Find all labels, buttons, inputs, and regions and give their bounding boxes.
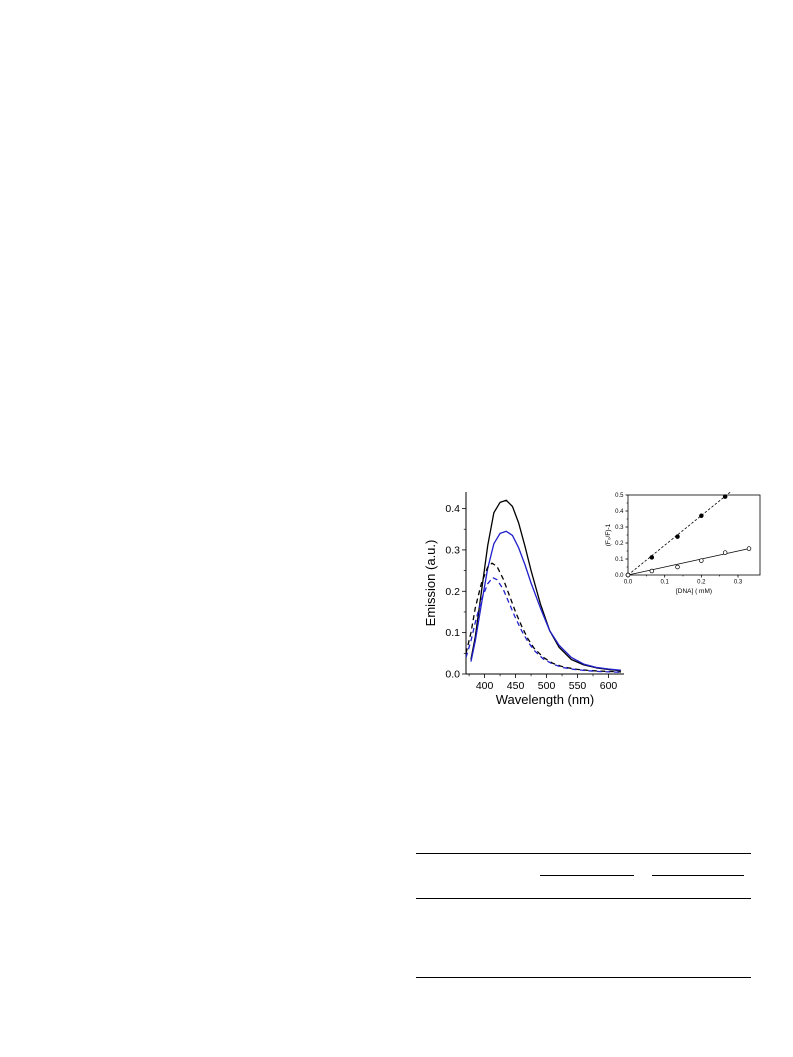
main-plot: 400 450 500 550 600 0.0 0.1 0.2 0.3 0.4 Wavelength… bbox=[423, 492, 624, 707]
main-y-tick-label: 0.2 bbox=[445, 586, 460, 598]
emission-series-line-2 bbox=[470, 530, 621, 671]
emission-series-line-4 bbox=[466, 576, 621, 673]
main-y-tick-label: 0.0 bbox=[445, 669, 460, 681]
main-x-tick-label: 400 bbox=[476, 680, 494, 692]
inset-fit-line-1 bbox=[627, 491, 731, 576]
inset-fit-line-2 bbox=[627, 548, 750, 576]
emission-series-line-1 bbox=[470, 499, 621, 672]
inset-data-point bbox=[722, 494, 728, 499]
inset-data-point bbox=[699, 558, 704, 563]
inset-y-tick-label: 0.5 bbox=[615, 493, 624, 499]
inset-x-tick-label: 0.3 bbox=[734, 580, 743, 586]
main-x-tick-label: 600 bbox=[600, 680, 618, 692]
table-group-rule-1 bbox=[540, 875, 634, 876]
emission-series-line-3 bbox=[466, 562, 621, 673]
table-top-rule bbox=[416, 853, 751, 854]
inset-y-axis-title: (F₀/F)-1 bbox=[605, 523, 612, 546]
inset-y-tick-label: 0.4 bbox=[615, 509, 624, 515]
inset-y-tick-label: 0.2 bbox=[615, 541, 624, 547]
main-x-axis-title: Wavelength (nm) bbox=[496, 692, 595, 707]
inset-data-point bbox=[699, 513, 704, 519]
inset-y-tick-label: 0.0 bbox=[615, 573, 624, 579]
inset-data-point bbox=[649, 555, 655, 560]
inset-data-point bbox=[675, 534, 680, 539]
inset-x-tick-label: 0.1 bbox=[660, 580, 669, 586]
inset-data-point bbox=[675, 564, 680, 570]
table-group-rule-2 bbox=[652, 875, 744, 876]
inset-data-point bbox=[722, 550, 728, 555]
inset-x-tick-label: 0.0 bbox=[624, 580, 633, 586]
inset-plot: 0.0 0.1 0.2 0.3 0.0 0.1 0.2 0.3 0.4 0.5 [DNA] ( mM… bbox=[605, 491, 761, 595]
table-header-rule bbox=[416, 898, 751, 899]
inset-y-tick-label: 0.3 bbox=[615, 525, 624, 531]
inset-data-point bbox=[625, 572, 631, 578]
emission-figure: 400 450 500 550 600 0.0 0.1 0.2 0.3 0.4 Wavelength… bbox=[420, 488, 765, 718]
inset-x-axis-title: [DNA] ( mM) bbox=[676, 588, 712, 595]
inset-data-point bbox=[746, 546, 752, 551]
main-series-group bbox=[466, 499, 621, 673]
inset-y-tick-label: 0.1 bbox=[615, 557, 624, 563]
main-y-tick-label: 0.4 bbox=[445, 503, 460, 515]
inset-frame bbox=[627, 494, 761, 576]
main-y-tick-label: 0.1 bbox=[445, 627, 460, 639]
emission-chart: 400 450 500 550 600 0.0 0.1 0.2 0.3 0.4 Wavelength… bbox=[423, 491, 761, 707]
main-x-tick-label: 550 bbox=[569, 680, 587, 692]
main-x-tick-label: 500 bbox=[538, 680, 556, 692]
inset-x-tick-label: 0.2 bbox=[697, 580, 706, 586]
table-bottom-rule bbox=[416, 977, 751, 978]
inset-data-point bbox=[649, 568, 655, 574]
main-y-tick-label: 0.3 bbox=[445, 544, 460, 556]
main-x-tick-label: 450 bbox=[507, 680, 525, 692]
main-y-axis-title: Emission (a.u.) bbox=[423, 540, 438, 627]
